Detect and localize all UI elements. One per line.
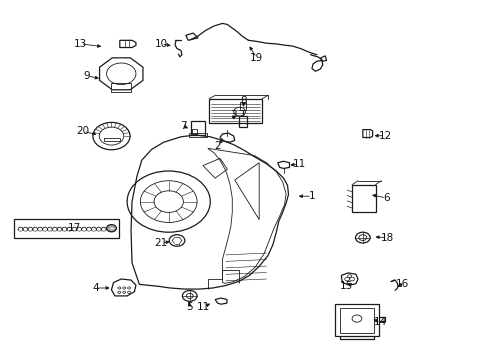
Text: 4: 4 [92,283,99,293]
Bar [334,304,378,336]
Circle shape [106,225,116,232]
Bar [188,133,207,137]
Text: 10: 10 [155,39,167,49]
Bar [190,121,205,135]
Text: 1: 1 [308,191,315,201]
Bar [111,83,131,92]
Text: 17: 17 [68,222,81,233]
Text: 19: 19 [249,53,263,63]
Text: 11: 11 [292,159,305,169]
Text: 16: 16 [394,279,408,289]
Bar [209,99,262,123]
Text: 6: 6 [382,193,389,203]
Bar [103,138,120,141]
Text: 21: 21 [154,238,168,248]
Text: 8: 8 [240,96,246,106]
Text: 13: 13 [74,39,87,49]
Text: 18: 18 [380,233,393,243]
Text: 5: 5 [186,302,193,312]
Text: 7: 7 [180,121,186,131]
Bar [239,102,246,110]
Text: 2: 2 [214,141,221,151]
Text: 11: 11 [197,302,210,312]
Text: 12: 12 [378,131,391,141]
Bar [339,308,373,333]
Text: 3: 3 [230,110,237,120]
Text: 15: 15 [339,281,352,291]
Bar [14,219,119,238]
Bar [351,185,375,212]
Text: 9: 9 [83,71,90,81]
Bar [238,116,247,127]
Text: 14: 14 [373,317,386,327]
Bar [192,129,197,134]
Text: 20: 20 [77,126,89,136]
